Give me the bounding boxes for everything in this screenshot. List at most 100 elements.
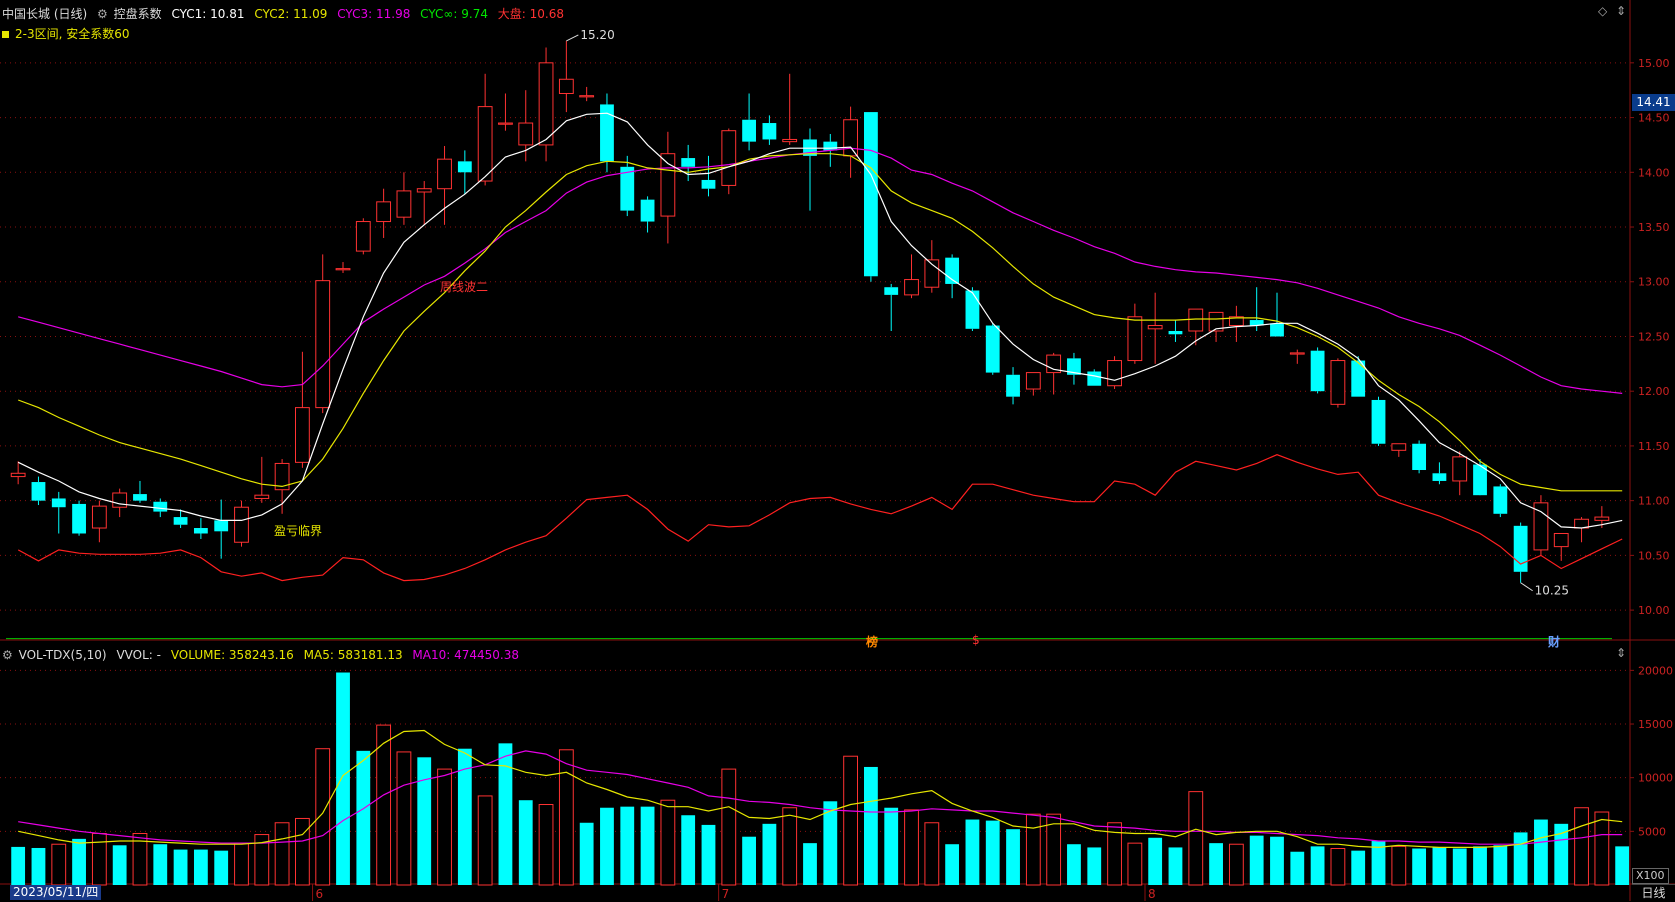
volume-bar [112,845,127,885]
volume-bar [1249,835,1264,885]
volume-bar [843,755,859,886]
volume-bar [1310,846,1325,885]
price-tick-label: 10.50 [1638,549,1670,562]
scroll-arrows-icon[interactable]: ⇕ [1616,4,1627,18]
candle [1127,303,1143,364]
candle [924,240,940,293]
volume-value: VOLUME: 358243.16 [170,648,294,662]
candle-body [823,141,838,151]
volume-bar [1107,822,1122,886]
event-marker-3[interactable]: 财 [1548,635,1561,649]
volume-bar [864,766,878,885]
candle-body [640,199,655,222]
candle [1006,367,1020,405]
volume-bar [1006,829,1020,885]
volume-bar [1534,819,1548,885]
volume-bars [11,672,1630,886]
volume-bar [417,757,432,885]
candle-body [620,166,635,211]
candle [660,131,676,244]
volume-bar [945,844,960,885]
volume-collapse-icon[interactable]: ⇕ [1616,646,1627,660]
candle [376,188,392,238]
candle [396,172,412,225]
volume-bar [1209,843,1223,885]
volume-bar [477,795,493,886]
candle [965,287,980,331]
ma5-value: MA5: 583181.13 [303,648,403,662]
volume-bar [1493,845,1508,885]
event-marker-1[interactable]: 榜 [866,635,879,649]
volume-indicator-name[interactable]: VOL-TDX(5,10) [18,648,107,662]
volume-bar [153,844,168,885]
candle-body [1025,372,1041,390]
volume-bar [1513,832,1528,885]
candle-body [1147,325,1163,330]
volume-bar [376,724,392,886]
volume-bar [1371,841,1386,885]
candle [1513,522,1528,583]
candle [600,93,614,173]
candle [1574,517,1589,543]
candle [1493,484,1508,518]
volume-bar [11,846,26,885]
candle [864,112,878,282]
month-label: 6 [316,887,324,901]
candle-body [1553,532,1569,548]
indicator-name[interactable]: 控盘系数 [113,7,162,21]
cyc1-line [17,112,1623,529]
volume-bar [1432,847,1447,885]
candle-body [1208,311,1224,332]
volume-bar [396,751,412,886]
candle [274,459,290,514]
volume-bar [1594,811,1610,886]
volume-bar [965,819,980,885]
candle-body [1351,360,1366,397]
candle-body [742,119,756,142]
stock-title[interactable]: 中国长城 (日线) [2,7,88,21]
candle-body [1493,486,1508,514]
event-marker-2[interactable]: $ [972,633,980,647]
candle [1188,308,1204,346]
dapan-line [17,454,1623,582]
volume-gear-icon[interactable]: ⚙ [2,648,13,662]
period-button-label: 日线 [1641,886,1666,900]
volume-bar [701,824,716,885]
candle [721,128,737,195]
candle [762,115,777,145]
volume-bar [234,842,249,886]
candle-body [1249,320,1264,326]
candle-body [173,517,188,525]
candle-body [254,494,270,499]
candle [254,456,270,503]
candle [681,144,696,182]
candle [10,461,26,485]
candle-body [1127,316,1143,362]
candle-body [72,503,86,534]
volume-bar [1391,845,1407,886]
candle [985,323,1000,375]
candle-body [477,106,493,182]
volume-bar [31,847,46,885]
period-button[interactable]: 日线 [1632,884,1675,902]
volume-bar [600,807,614,885]
volume-bar [1148,837,1163,885]
volume-legend: ⚙ VOL-TDX(5,10) VVOL: - VOLUME: 358243.1… [2,648,525,662]
candle-body [782,138,798,143]
candle-body [884,287,899,295]
candle-body [457,161,472,173]
candle-body [1412,443,1427,471]
candle-body [91,505,107,529]
volume-bar [336,672,350,885]
diamond-icon[interactable]: ◇ [1598,4,1608,18]
volume-bar [904,809,919,886]
candle-body [904,279,919,296]
candle-body [153,501,168,512]
date-cursor-label: 2023/05/11/四 [10,885,102,900]
candle [1553,532,1569,561]
candle-body [843,119,859,157]
candle [295,351,310,468]
indicator-gear-icon[interactable]: ⚙ [97,7,108,21]
candle-body [701,179,716,189]
